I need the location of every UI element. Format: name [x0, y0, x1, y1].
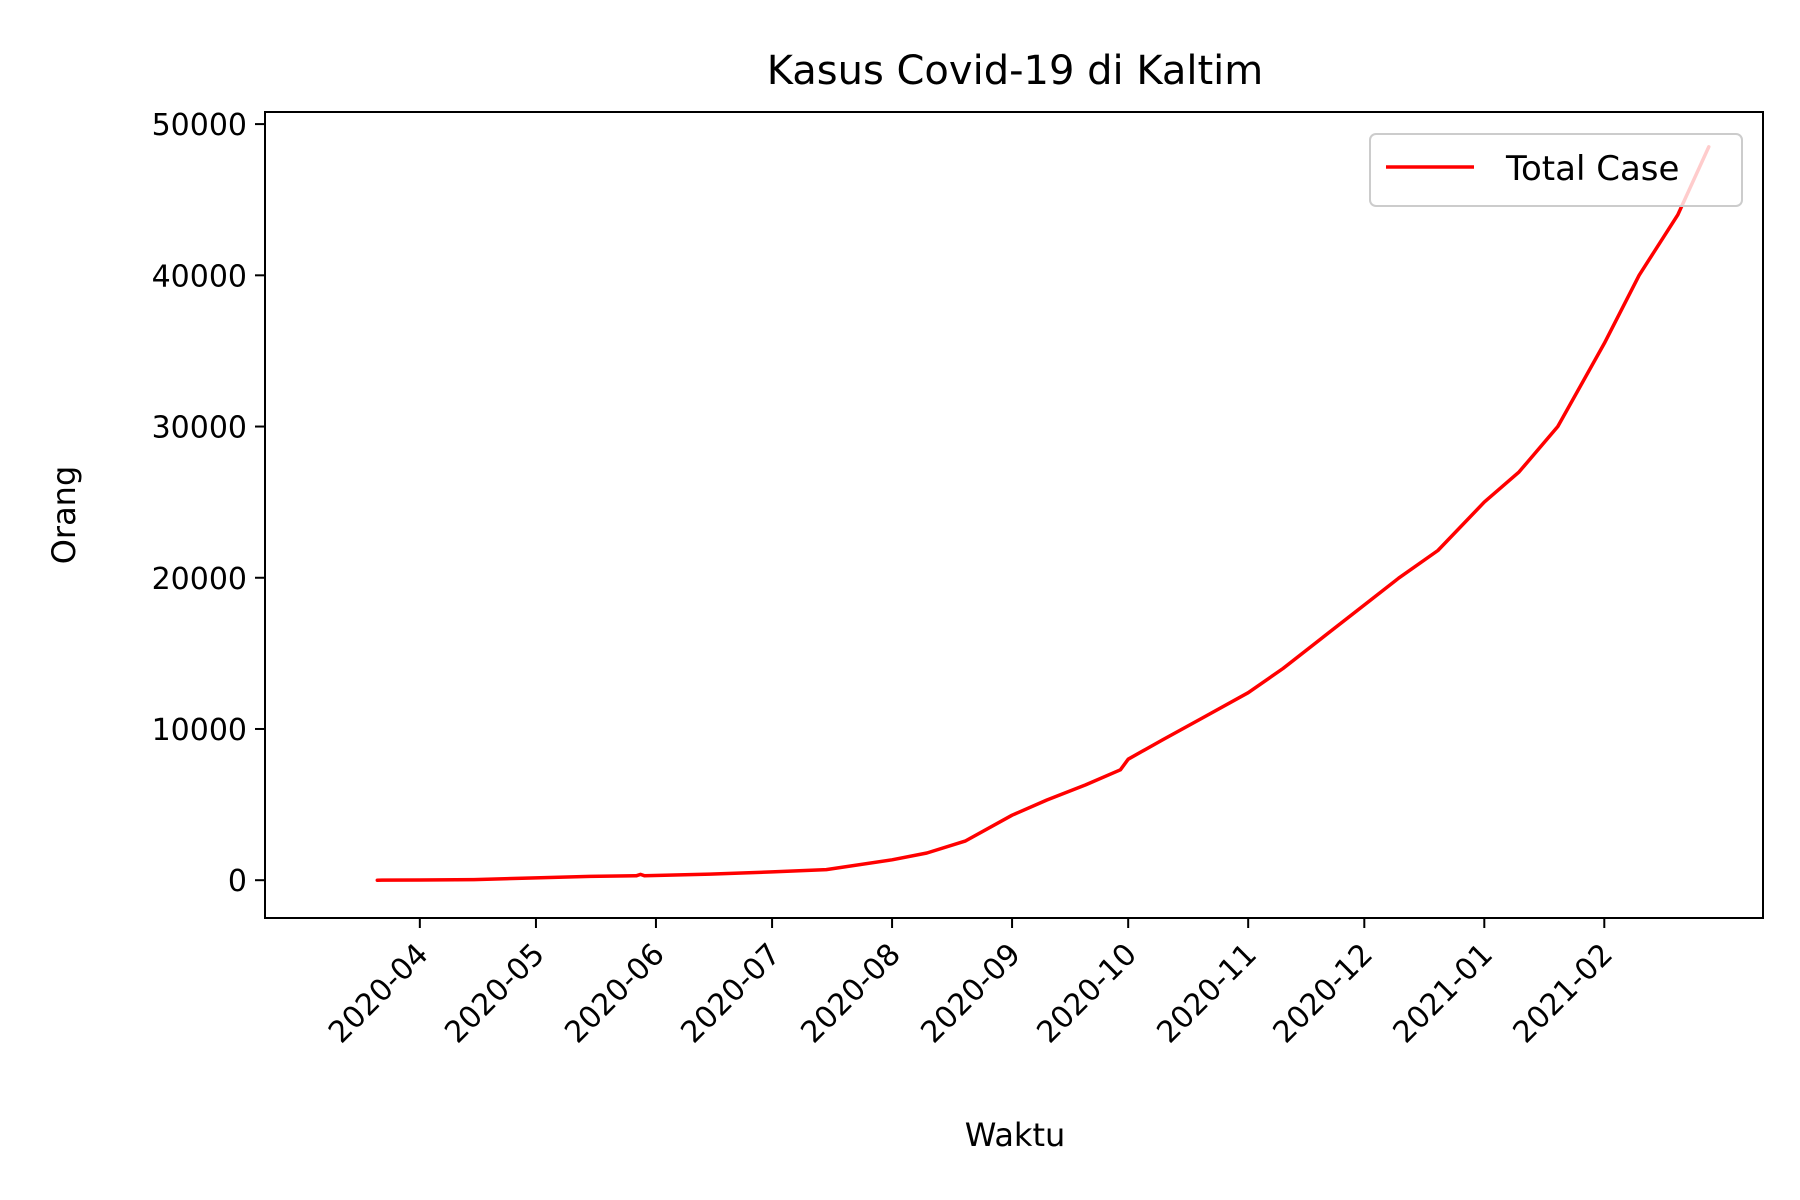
plot-frame [264, 111, 1764, 919]
legend-label-total-case: Total Case [1505, 149, 1679, 189]
y-axis-ticks: 0 10000 20000 30000 40000 50000 [152, 108, 265, 899]
y-tick-label: 40000 [152, 259, 247, 294]
y-tick-label: 30000 [152, 411, 247, 446]
y-tick-label: 10000 [152, 713, 247, 748]
x-tick-label: 2021-01 [1387, 937, 1500, 1050]
series-line-0 [375, 145, 1711, 882]
x-tick-label: 2020-07 [674, 937, 787, 1050]
x-tick-label: 2020-04 [322, 937, 435, 1050]
x-tick-label: 2020-10 [1030, 937, 1143, 1050]
legend: Total Case [1369, 133, 1743, 207]
x-tick-label: 2020-12 [1267, 937, 1380, 1050]
x-tick-label: 2020-11 [1150, 937, 1263, 1050]
x-axis-title: Waktu [965, 1116, 1066, 1154]
plot-area [264, 111, 1764, 919]
x-tick-label: 2020-05 [438, 937, 551, 1050]
x-axis-ticks: 2020-04 2020-05 2020-06 2020-07 2020-08 2020-… [322, 918, 1620, 1050]
y-axis-title: Orang [45, 466, 83, 565]
x-tick-label: 2020-06 [558, 937, 671, 1050]
legend-box [1369, 133, 1743, 207]
y-tick-label: 50000 [152, 108, 247, 143]
series-layer [375, 145, 1711, 882]
plot-background [265, 112, 1763, 918]
y-tick-label: 20000 [152, 562, 247, 597]
chart-title: Kasus Covid-19 di Kaltim [767, 48, 1264, 94]
x-tick-label: 2020-08 [794, 937, 907, 1050]
x-tick-label: 2020-09 [914, 937, 1027, 1050]
y-tick-label: 0 [228, 864, 247, 899]
x-tick-label: 2021-02 [1507, 937, 1620, 1050]
